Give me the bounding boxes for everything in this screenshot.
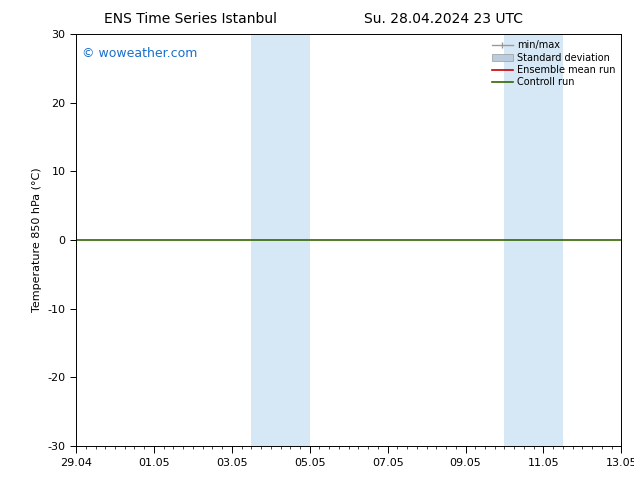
Text: Su. 28.04.2024 23 UTC: Su. 28.04.2024 23 UTC [365,12,523,26]
Text: © woweather.com: © woweather.com [82,47,197,60]
Text: ENS Time Series Istanbul: ENS Time Series Istanbul [104,12,276,26]
Legend: min/max, Standard deviation, Ensemble mean run, Controll run: min/max, Standard deviation, Ensemble me… [489,37,618,90]
Bar [505,34,563,446]
Bar [251,34,310,446]
Y-axis label: Temperature 850 hPa (°C): Temperature 850 hPa (°C) [32,168,42,313]
